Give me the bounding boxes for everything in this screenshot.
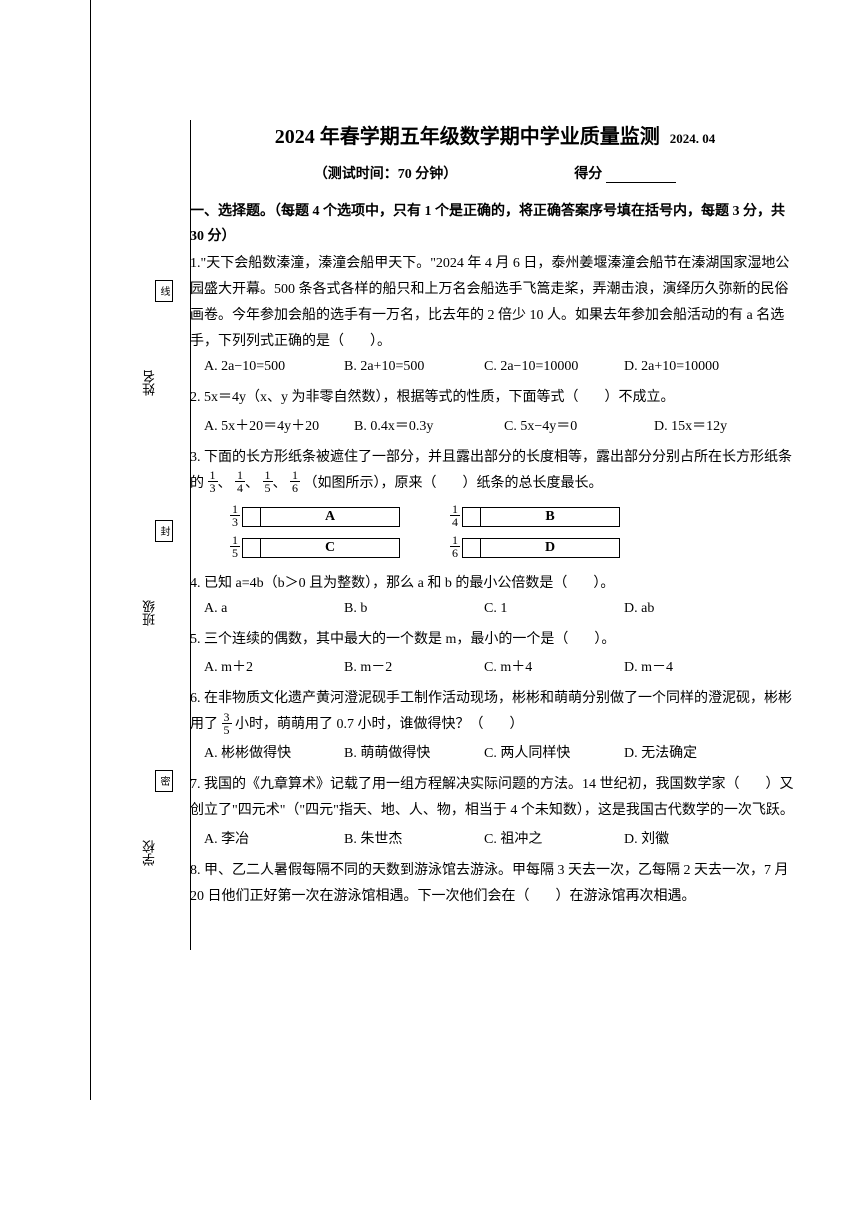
score-label: 得分 <box>574 167 602 182</box>
exam-date: 2024. 04 <box>670 131 716 147</box>
strip-a: 13 A <box>230 505 400 530</box>
q1-opt-a: A. 2a−10=500 <box>204 359 314 375</box>
outer-margin-line <box>90 0 91 1100</box>
q2-opt-d: D. 15x＝12y <box>654 415 774 435</box>
question-4-options: A. a B. b C. 1 D. ab <box>204 601 800 617</box>
question-6-options: A. 彬彬做得快 B. 萌萌做得快 C. 两人同样快 D. 无法确定 <box>204 742 800 762</box>
question-2-options: A. 5x＋20＝4y＋20 B. 0.4x＝0.3y C. 5x−4y＝0 D… <box>204 415 800 435</box>
question-3-diagram: 13 A 14 B 15 C 16 D <box>230 505 800 561</box>
binding-box-mi: 密 <box>155 770 173 792</box>
q7-opt-c: C. 祖冲之 <box>484 828 594 848</box>
q2-opt-c: C. 5x−4y＝0 <box>504 415 624 435</box>
test-time: （测试时间：70 分钟） <box>314 167 458 182</box>
question-7-options: A. 李冶 B. 朱世杰 C. 祖冲之 D. 刘徽 <box>204 828 800 848</box>
q7-opt-a: A. 李冶 <box>204 828 314 848</box>
q7-opt-b: B. 朱世杰 <box>344 828 454 848</box>
question-8: 8. 甲、乙二人暑假每隔不同的天数到游泳馆去游泳。甲每隔 3 天去一次，乙每隔 … <box>190 858 800 910</box>
q2-opt-a: A. 5x＋20＝4y＋20 <box>204 415 324 435</box>
q4-opt-a: A. a <box>204 601 314 617</box>
strip-b: 14 B <box>450 505 620 530</box>
q5-opt-a: A. m＋2 <box>204 656 314 676</box>
question-6: 6. 在非物质文化遗产黄河澄泥砚手工制作活动现场，彬彬和萌萌分别做了一个同样的澄… <box>190 686 800 738</box>
question-1-options: A. 2a−10=500 B. 2a+10=500 C. 2a−10=10000… <box>204 359 800 375</box>
exam-title: 2024 年春学期五年级数学期中学业质量监测 <box>275 120 660 149</box>
binding-box-xian: 线 <box>155 280 173 302</box>
q5-opt-c: C. m＋4 <box>484 656 594 676</box>
exam-page: 2024 年春学期五年级数学期中学业质量监测 2024. 04 （测试时间：70… <box>190 120 800 914</box>
q6-opt-d: D. 无法确定 <box>624 742 734 762</box>
q5-opt-d: D. m－4 <box>624 656 734 676</box>
title-row: 2024 年春学期五年级数学期中学业质量监测 2024. 04 <box>190 120 800 149</box>
q4-opt-b: B. b <box>344 601 454 617</box>
binding-sidebar: 学校 密 班级 封 姓名 线 <box>140 120 190 950</box>
question-4: 4. 已知 a=4b（b＞0 且为整数），那么 a 和 b 的最小公倍数是（）。 <box>190 571 800 597</box>
binding-label-class: 班级 <box>140 600 159 626</box>
question-2: 2. 5x＝4y（x、y 为非零自然数），根据等式的性质，下面等式（）不成立。 <box>190 385 800 411</box>
q1-opt-d: D. 2a+10=10000 <box>624 359 734 375</box>
q4-opt-d: D. ab <box>624 601 734 617</box>
question-3: 3. 下面的长方形纸条被遮住了一部分，并且露出部分的长度相等，露出部分分别占所在… <box>190 445 800 497</box>
q6-opt-b: B. 萌萌做得快 <box>344 742 454 762</box>
binding-label-name: 姓名 <box>140 370 159 396</box>
binding-box-feng: 封 <box>155 520 173 542</box>
q2-opt-b: B. 0.4x＝0.3y <box>354 415 474 435</box>
question-7: 7. 我国的《九章算术》记载了用一组方程解决实际问题的方法。14 世纪初，我国数… <box>190 772 800 824</box>
q6-opt-a: A. 彬彬做得快 <box>204 742 314 762</box>
q5-opt-b: B. m－2 <box>344 656 454 676</box>
question-5: 5. 三个连续的偶数，其中最大的一个数是 m，最小的一个是（）。 <box>190 627 800 653</box>
meta-row: （测试时间：70 分钟） 得分 <box>190 163 800 183</box>
question-5-options: A. m＋2 B. m－2 C. m＋4 D. m－4 <box>204 656 800 676</box>
strip-d: 16 D <box>450 536 620 561</box>
binding-label-school: 学校 <box>140 840 159 866</box>
q4-opt-c: C. 1 <box>484 601 594 617</box>
question-1: 1."天下会船数溱潼，溱潼会船甲天下。"2024 年 4 月 6 日，泰州姜堰溱… <box>190 251 800 355</box>
q7-opt-d: D. 刘徽 <box>624 828 734 848</box>
q6-opt-c: C. 两人同样快 <box>484 742 594 762</box>
q1-opt-b: B. 2a+10=500 <box>344 359 454 375</box>
section-1-header: 一、选择题。（每题 4 个选项中，只有 1 个是正确的，将正确答案序号填在括号内… <box>190 199 800 249</box>
score-blank <box>606 169 676 183</box>
strip-c: 15 C <box>230 536 400 561</box>
q1-opt-c: C. 2a−10=10000 <box>484 359 594 375</box>
